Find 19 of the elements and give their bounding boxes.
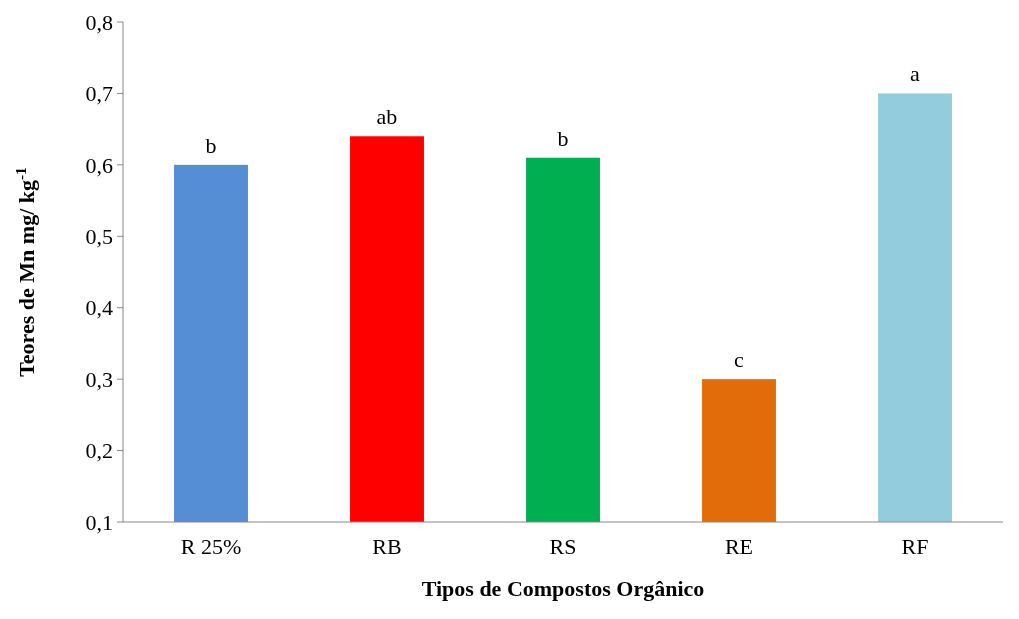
y-tick-label: 0,6 xyxy=(85,152,113,178)
y-tick-label: 0,1 xyxy=(85,509,113,535)
annotation: a xyxy=(910,61,921,87)
x-tick-label: RS xyxy=(549,534,577,559)
x-tick-label: R 25% xyxy=(180,534,242,559)
y-tick-label: 0,4 xyxy=(85,295,113,321)
x-tick-label: RB xyxy=(372,534,402,559)
y-tick-label: 0,7 xyxy=(85,81,113,107)
y-tick-label: 0,2 xyxy=(85,438,113,464)
annotation: ab xyxy=(376,104,398,130)
annotation: b xyxy=(205,132,217,158)
annotation: c xyxy=(734,347,745,373)
x-axis-title: Tipos de Compostos Orgânico xyxy=(421,576,705,601)
y-tick-label: 0,3 xyxy=(85,366,113,392)
y-tick-label: 0,8 xyxy=(85,9,113,35)
annotation: b xyxy=(557,125,569,151)
y-tick-label: 0,5 xyxy=(85,223,113,249)
x-tick-label: RF xyxy=(901,534,929,559)
x-tick-label: RE xyxy=(724,534,754,559)
